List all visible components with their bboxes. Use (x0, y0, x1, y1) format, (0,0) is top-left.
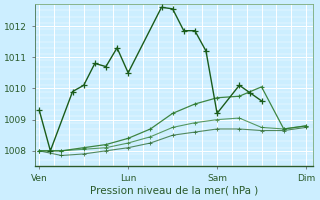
X-axis label: Pression niveau de la mer( hPa ): Pression niveau de la mer( hPa ) (90, 186, 258, 196)
